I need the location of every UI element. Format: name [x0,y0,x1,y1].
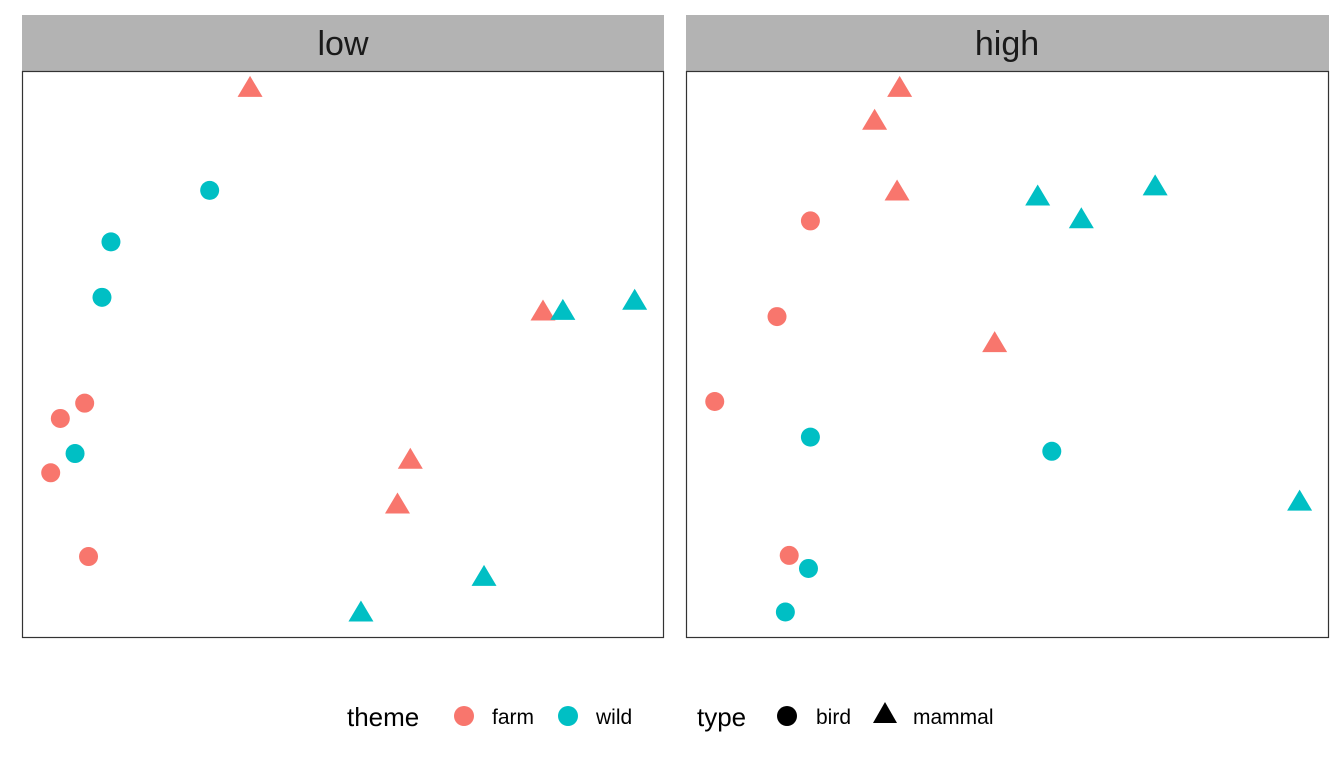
legend-label-mammal: mammal [913,706,994,729]
point-low-3-wild-bird [92,287,112,307]
point-high-1-farm-mammal [862,108,888,130]
legend-title-type: type [697,702,746,732]
point-low-10-farm-bird [41,463,61,483]
point-low-5-wild-mammal [550,298,576,320]
facet-strip-high [686,15,1329,71]
point-low-4-farm-mammal [530,299,556,321]
legend-key-farm [454,706,474,726]
facet-strip-low [22,15,664,71]
legend-label-farm: farm [492,706,534,729]
legend: theme farm wild type bird mammal [347,702,994,732]
point-high-7-farm-bird [767,307,787,327]
point-low-0-farm-mammal [237,75,263,97]
point-high-8-farm-mammal [982,331,1008,353]
point-high-13-farm-bird [779,545,799,565]
facet-strip-label-low: low [317,25,368,63]
point-high-14-wild-bird [798,558,818,578]
points-layer-low [41,75,648,622]
panel-background-high [685,70,1330,639]
point-high-9-farm-bird [705,391,725,411]
facet-strip-label-high: high [975,25,1039,63]
point-low-12-farm-mammal [384,492,410,514]
legend-key-bird [777,706,797,726]
point-low-1-wild-bird [200,180,220,200]
point-low-14-wild-mammal [471,564,497,586]
point-high-10-wild-bird [800,427,820,447]
point-low-6-wild-mammal [622,288,648,310]
facet-panel-high: high [685,15,1330,639]
point-high-15-wild-bird [775,602,795,622]
point-high-6-farm-bird [800,211,820,231]
panel-background-low [21,70,665,639]
point-high-12-wild-mammal [1287,489,1313,511]
point-high-0-farm-mammal [887,75,913,97]
point-low-9-wild-bird [65,444,85,464]
legend-label-wild: wild [595,706,632,729]
point-high-5-wild-mammal [1142,174,1168,196]
legend-label-bird: bird [816,706,851,729]
legend-key-wild [558,706,578,726]
point-low-8-farm-bird [50,408,70,428]
points-layer-high [705,75,1313,622]
point-low-15-wild-mammal [348,600,374,622]
point-low-13-farm-bird [79,547,99,567]
point-low-7-farm-bird [75,393,95,413]
point-low-2-wild-bird [101,232,121,252]
legend-type: type bird mammal [697,702,994,732]
facet-panel-low: low [21,15,665,639]
point-low-11-farm-mammal [397,447,423,469]
point-high-4-wild-mammal [1068,207,1094,229]
legend-key-mammal [873,702,897,723]
point-high-2-farm-mammal [884,179,910,201]
legend-theme: theme farm wild [347,702,632,732]
point-high-11-wild-bird [1042,441,1062,461]
point-high-3-wild-mammal [1025,184,1051,206]
legend-title-theme: theme [347,702,419,732]
